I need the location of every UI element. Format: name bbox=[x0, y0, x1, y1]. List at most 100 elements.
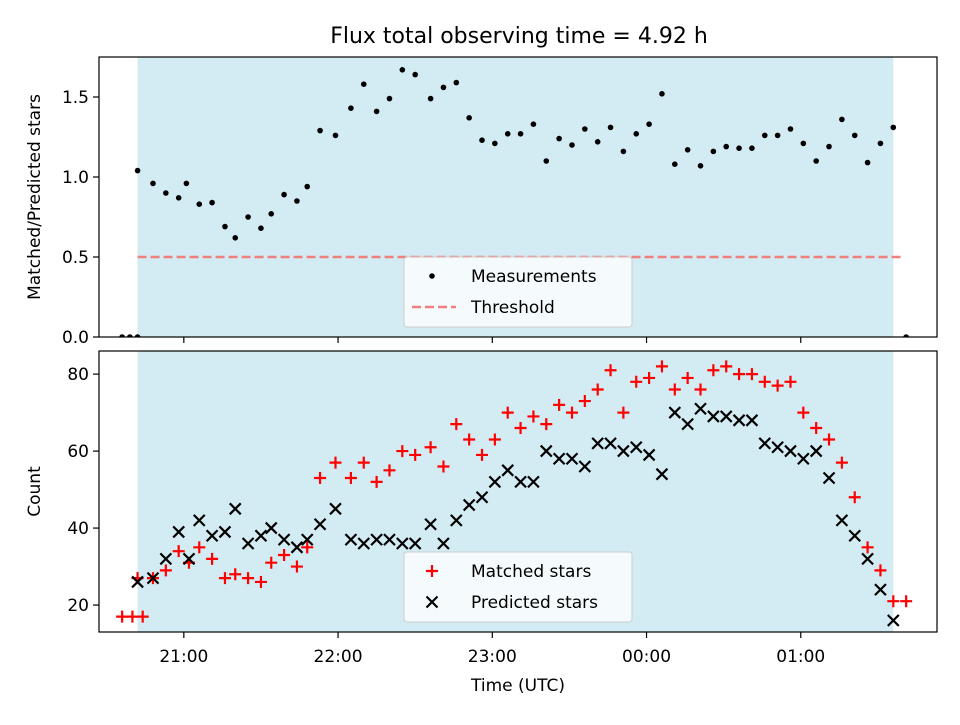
matched-star-point bbox=[476, 448, 489, 461]
measurement-point bbox=[787, 126, 794, 132]
predicted-star-point bbox=[450, 514, 463, 527]
predicted-star-point bbox=[732, 414, 746, 427]
measurement-point bbox=[232, 235, 239, 241]
matched-star-point bbox=[655, 360, 668, 373]
legend-box bbox=[403, 551, 633, 623]
matched-star-point bbox=[501, 406, 514, 419]
matched-star-point bbox=[242, 572, 255, 585]
matched-star-point bbox=[409, 448, 422, 461]
measurement-point bbox=[245, 214, 251, 220]
predicted-star-point bbox=[797, 452, 810, 466]
predicted-star-point bbox=[329, 502, 342, 516]
predicted-star-point bbox=[344, 533, 358, 546]
measurement-point bbox=[399, 67, 406, 73]
predicted-star-point bbox=[758, 437, 772, 450]
predicted-star-point bbox=[604, 437, 617, 450]
measurement-point bbox=[163, 190, 169, 196]
flux-ratio-panel: 0.0 0.5 1.0 1.5 Matched/Predicted stars Measu… bbox=[25, 56, 938, 348]
predicted-star-point bbox=[182, 552, 196, 566]
measurement-point bbox=[890, 124, 897, 131]
measurement-point bbox=[209, 199, 215, 206]
measurement-point bbox=[736, 145, 742, 151]
star-count-panel: 20 40 60 80 21:00 22:00 23:00 00:00 01:00 Count Ti… bbox=[25, 350, 938, 696]
measurement-point bbox=[196, 201, 203, 207]
measurement-point bbox=[813, 158, 819, 164]
measurement-point bbox=[386, 95, 393, 102]
y-axis-label: Count bbox=[25, 466, 45, 517]
matched-star-point bbox=[707, 364, 720, 377]
predicted-star-point bbox=[784, 444, 797, 458]
predicted-star-point bbox=[488, 475, 502, 489]
measurement-point bbox=[620, 148, 627, 155]
predicted-star-point bbox=[462, 498, 476, 512]
measurement-point bbox=[877, 140, 884, 147]
legend-label: Measurements bbox=[471, 267, 597, 287]
predicted-star-point bbox=[205, 529, 219, 543]
matched-star-point bbox=[424, 441, 437, 454]
predicted-star-point bbox=[642, 448, 656, 462]
y-tick-label: 0.0 bbox=[62, 328, 89, 348]
predicted-star-point bbox=[290, 541, 304, 554]
predicted-star-point bbox=[218, 525, 232, 539]
predicted-star-point bbox=[745, 414, 759, 427]
measurement-point bbox=[479, 137, 485, 143]
matched-star-point bbox=[745, 368, 758, 381]
measurement-point bbox=[504, 131, 511, 137]
predicted-star-point bbox=[565, 452, 579, 466]
x-tick-label: 23:00 bbox=[468, 647, 517, 667]
matched-star-point bbox=[463, 433, 476, 446]
measurement-point bbox=[466, 115, 472, 121]
matched-star-point bbox=[681, 371, 694, 384]
predicted-star-point bbox=[241, 537, 255, 550]
matched-star-point bbox=[720, 360, 733, 373]
matched-star-point bbox=[301, 541, 314, 554]
predicted-star-point bbox=[277, 533, 291, 546]
predicted-star-point bbox=[771, 440, 784, 454]
measurement-point bbox=[175, 195, 182, 201]
matched-star-point bbox=[488, 433, 501, 446]
matched-star-point bbox=[254, 575, 267, 588]
matched-star-point bbox=[514, 421, 527, 434]
measurement-point bbox=[412, 71, 418, 78]
matched-star-point bbox=[540, 418, 553, 431]
measurement-point bbox=[607, 124, 614, 131]
predicted-star-point bbox=[848, 529, 862, 543]
data-layer bbox=[116, 360, 913, 627]
matched-star-point bbox=[887, 595, 900, 608]
x-axis-label: Time (UTC) bbox=[470, 676, 565, 696]
predicted-star-point bbox=[694, 402, 707, 416]
measurement-point bbox=[582, 126, 588, 132]
measurement-point bbox=[268, 211, 275, 217]
measurement-point bbox=[697, 163, 704, 169]
measurement-point bbox=[332, 132, 339, 139]
matched-star-point bbox=[344, 472, 357, 485]
measurement-point bbox=[864, 159, 871, 166]
measurement-point bbox=[440, 84, 447, 91]
measurement-point bbox=[684, 147, 691, 153]
measurement-point bbox=[839, 116, 845, 123]
x-tick-label: 00:00 bbox=[622, 647, 671, 667]
predicted-star-point bbox=[822, 471, 836, 485]
predicted-star-point bbox=[475, 490, 489, 504]
matched-star-point bbox=[116, 610, 129, 623]
predicted-star-point bbox=[501, 464, 514, 477]
measurement-point bbox=[749, 145, 755, 151]
measurement-point bbox=[723, 143, 730, 150]
predicted-star-point bbox=[809, 444, 823, 458]
chart-title: Flux total observing time = 4.92 h bbox=[330, 24, 708, 49]
predicted-star-point bbox=[655, 467, 669, 481]
measurement-point bbox=[594, 139, 601, 145]
measurement-point bbox=[800, 140, 807, 147]
predicted-star-point bbox=[578, 460, 592, 473]
measurement-point bbox=[710, 148, 717, 155]
matched-star-point bbox=[218, 572, 231, 585]
matched-star-point bbox=[357, 456, 370, 469]
matched-star-point bbox=[370, 475, 383, 488]
matched-star-point bbox=[823, 433, 836, 446]
matched-star-point bbox=[630, 375, 643, 388]
matched-star-point bbox=[565, 406, 578, 419]
predicted-star-point bbox=[192, 514, 206, 527]
measurement-point bbox=[427, 95, 434, 102]
legend-plus-marker bbox=[426, 565, 438, 577]
axes-frame bbox=[98, 56, 938, 338]
